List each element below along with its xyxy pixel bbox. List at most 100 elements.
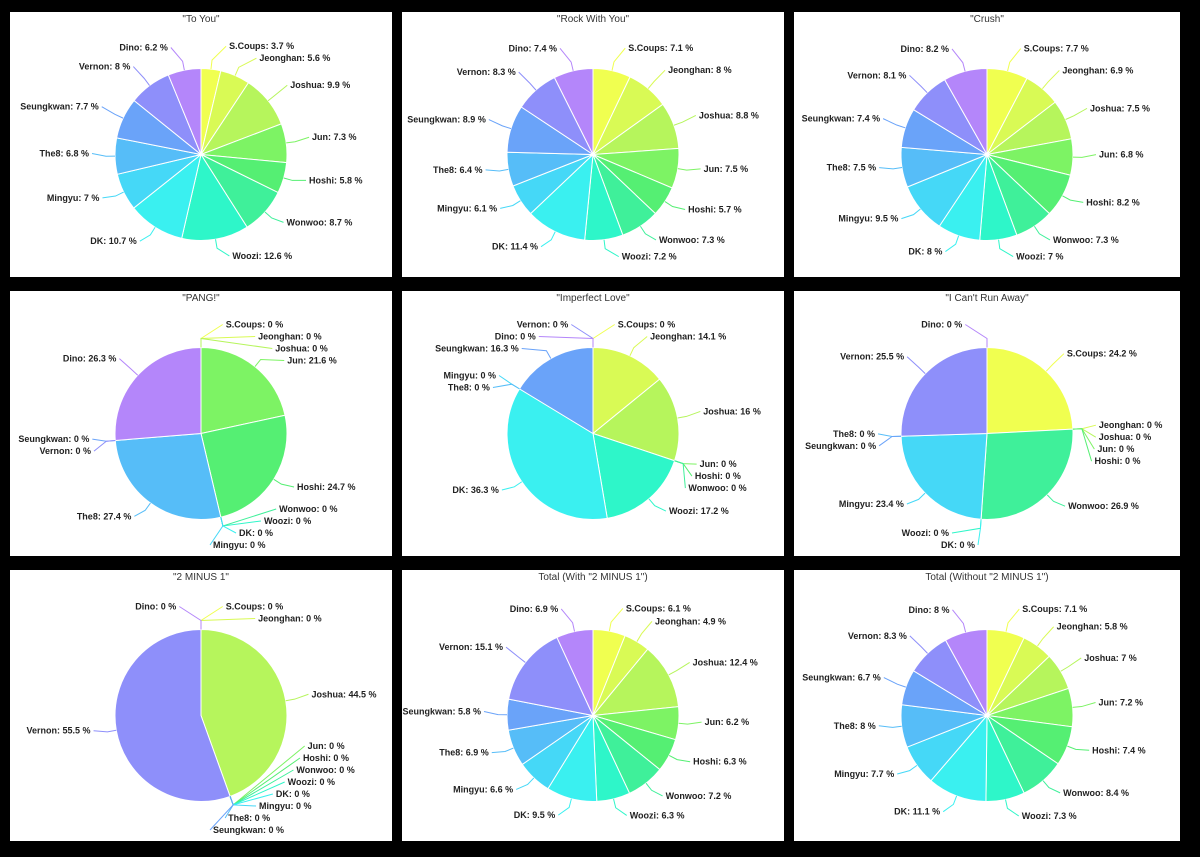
slice-dino bbox=[553, 67, 594, 155]
data-label-dino: Dino: 0 % bbox=[921, 320, 962, 330]
slice-joshua bbox=[591, 648, 680, 717]
leader-line-the8 bbox=[491, 747, 514, 754]
slice-s-coups bbox=[986, 346, 1074, 435]
data-label-mingyu: Mingyu: 0 % bbox=[444, 370, 497, 380]
data-label-dk: DK: 11.4 % bbox=[492, 242, 538, 252]
data-label-jeonghan: Jeonghan: 0 % bbox=[258, 332, 322, 342]
leader-line-s-coups bbox=[608, 608, 624, 632]
data-label-jeonghan: Jeonghan: 6.9 % bbox=[1062, 65, 1133, 75]
leader-line-joshua bbox=[673, 115, 697, 126]
data-label-joshua: Joshua: 9.9 % bbox=[290, 80, 350, 90]
leader-line-s-coups bbox=[210, 45, 227, 70]
data-label-seungkwan: Seungkwan: 6.7 % bbox=[802, 673, 881, 683]
data-label-mingyu: Mingyu: 23.4 % bbox=[839, 499, 904, 509]
leader-line-hoshi bbox=[1067, 745, 1090, 751]
leader-line-dino bbox=[170, 47, 185, 71]
leader-line-mingyu bbox=[209, 517, 224, 546]
leader-line-wonwoo bbox=[639, 225, 657, 241]
leader-line-joshua bbox=[1060, 657, 1082, 672]
chart-panel-8: Total (With "2 MINUS 1") S.Coups: 6.1 % Je… bbox=[402, 570, 784, 841]
data-label-hoshi: Hoshi: 5.8 % bbox=[309, 175, 363, 185]
leader-line-joshua bbox=[677, 410, 701, 419]
slice-woozi bbox=[181, 153, 248, 241]
data-label-seungkwan: Seungkwan: 7.7 % bbox=[20, 102, 99, 112]
slice-jeonghan bbox=[592, 346, 661, 435]
leader-line-dk bbox=[977, 519, 982, 546]
leader-line-s-coups bbox=[1045, 353, 1065, 372]
leader-line-joshua bbox=[668, 661, 690, 676]
leader-line-s-coups bbox=[200, 324, 223, 348]
data-label-mingyu: Mingyu: 6.1 % bbox=[437, 203, 497, 213]
data-label-hoshi: Hoshi: 5.7 % bbox=[688, 205, 742, 215]
data-label-s-coups: S.Coups: 0 % bbox=[226, 602, 284, 612]
data-label-joshua: Joshua: 0 % bbox=[1099, 432, 1152, 442]
data-label-seungkwan: Seungkwan: 16.3 % bbox=[435, 344, 519, 354]
leader-line-s-coups bbox=[611, 47, 626, 71]
data-label-dino: Dino: 6.9 % bbox=[510, 604, 559, 614]
leader-line-vernon bbox=[93, 440, 116, 452]
data-label-hoshi: Hoshi: 0 % bbox=[1095, 456, 1141, 466]
data-label-jeonghan: Jeonghan: 4.9 % bbox=[655, 616, 726, 626]
data-label-the8: The8: 27.4 % bbox=[77, 511, 132, 521]
pie-chart-6: "I Can't Run Away" S.Coups: 24.2 % Jeongha… bbox=[805, 293, 1162, 550]
leader-line-jeonghan bbox=[1037, 626, 1055, 647]
leader-line-wonwoo bbox=[264, 211, 284, 223]
data-label-hoshi: Hoshi: 24.7 % bbox=[297, 482, 356, 492]
data-label-the8: The8: 0 % bbox=[833, 429, 875, 439]
leader-line-joshua bbox=[267, 84, 288, 102]
data-label-woozi: Woozi: 7 % bbox=[1016, 252, 1063, 262]
leader-line-hoshi bbox=[664, 201, 686, 210]
leader-line-woozi bbox=[998, 239, 1014, 257]
slice-vernon bbox=[114, 628, 231, 802]
leader-line-vernon bbox=[909, 635, 928, 654]
data-label-jun: Jun: 0 % bbox=[308, 741, 345, 751]
chart-panel-3: "Crush" S.Coups: 7.7 % Jeonghan: 6.9 % Josh… bbox=[794, 12, 1180, 277]
leader-line-vernon bbox=[571, 324, 594, 348]
leader-line-dino bbox=[952, 609, 967, 633]
data-label-s-coups: S.Coups: 24.2 % bbox=[1067, 349, 1137, 359]
data-label-the8: The8: 0 % bbox=[228, 813, 270, 823]
leader-line-woozi bbox=[215, 239, 230, 257]
leader-line-wonwoo bbox=[1046, 494, 1066, 507]
chart-title: "Imperfect Love" bbox=[556, 293, 630, 304]
data-label-hoshi: Hoshi: 0 % bbox=[303, 753, 349, 763]
data-label-hoshi: Hoshi: 0 % bbox=[695, 471, 741, 481]
leader-line-seungkwan bbox=[883, 677, 906, 688]
pie-chart-1: "To You" S.Coups: 3.7 % Jeonghan: 5.6 % Jos… bbox=[20, 14, 363, 261]
pie-chart-4: "PANG!" S.Coups: 0 % Jeonghan: 0 % Joshua: … bbox=[18, 293, 356, 550]
chart-panel-9: Total (Without "2 MINUS 1") S.Coups: 7.1 … bbox=[794, 570, 1180, 841]
data-label-jun: Jun: 0 % bbox=[1097, 444, 1134, 454]
leader-line-vernon bbox=[505, 646, 526, 663]
leader-line-mingyu bbox=[500, 200, 521, 209]
leader-line-mingyu bbox=[515, 777, 535, 790]
data-label-jun: Jun: 7.2 % bbox=[1099, 698, 1144, 708]
data-label-vernon: Vernon: 8.3 % bbox=[848, 631, 907, 641]
slice-wonwoo bbox=[980, 428, 1074, 520]
leader-line-seungkwan bbox=[101, 106, 124, 119]
data-label-joshua: Joshua: 0 % bbox=[275, 344, 328, 354]
pie-chart-8: Total (With "2 MINUS 1") S.Coups: 6.1 % Je… bbox=[402, 572, 757, 820]
slice-hoshi bbox=[200, 414, 288, 518]
data-label-joshua: Joshua: 44.5 % bbox=[311, 689, 376, 699]
leader-line-dino bbox=[538, 336, 594, 348]
data-label-mingyu: Mingyu: 6.6 % bbox=[453, 784, 513, 794]
data-label-the8: The8: 6.4 % bbox=[433, 165, 483, 175]
leader-line-mingyu bbox=[897, 764, 918, 775]
leader-line-vernon bbox=[906, 356, 926, 375]
leader-line-jun bbox=[1072, 154, 1097, 158]
leader-line-seungkwan bbox=[882, 118, 906, 129]
data-label-dk: DK: 36.3 % bbox=[452, 485, 499, 495]
data-label-seungkwan: Seungkwan: 0 % bbox=[805, 441, 876, 451]
leader-line-dino bbox=[179, 606, 202, 630]
data-label-mingyu: Mingyu: 7 % bbox=[47, 193, 100, 203]
leader-line-dk bbox=[139, 226, 156, 242]
leader-line-dk bbox=[557, 798, 572, 816]
leader-line-woozi bbox=[603, 239, 620, 258]
leader-line-dino bbox=[559, 48, 574, 71]
data-label-dino: Dino: 0 % bbox=[495, 332, 536, 342]
leader-line-jeonghan bbox=[200, 618, 256, 630]
data-label-wonwoo: Wonwoo: 7.3 % bbox=[659, 235, 725, 245]
slice-woozi bbox=[592, 432, 676, 519]
data-label-dino: Dino: 0 % bbox=[135, 602, 176, 612]
data-label-woozi: Woozi: 7.2 % bbox=[622, 252, 677, 262]
